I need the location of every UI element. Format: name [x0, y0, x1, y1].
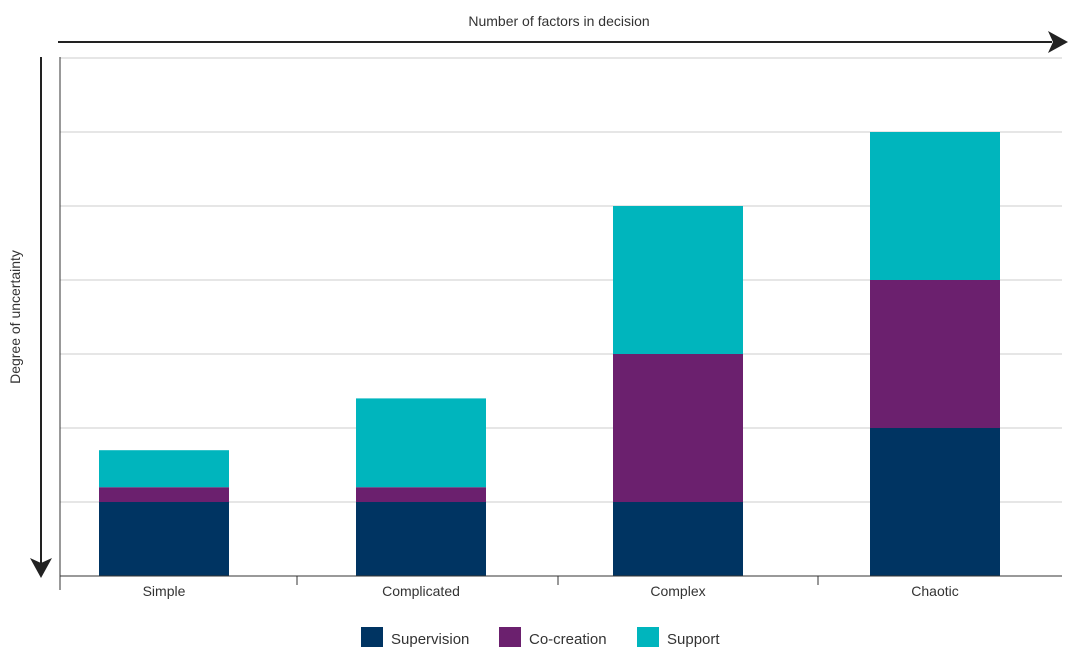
legend-swatch-co-creation	[499, 627, 521, 647]
x-tick-label-complex: Complex	[650, 583, 705, 599]
bar-segment-support-chaotic	[870, 132, 1000, 280]
x-ticks	[59, 576, 819, 590]
bar-segment-supervision-complex	[613, 502, 743, 576]
legend-label-co-creation: Co-creation	[529, 631, 607, 648]
x-axis-label: Number of factors in decision	[468, 13, 649, 29]
bar-segment-supervision-chaotic	[870, 428, 1000, 576]
axes	[30, 31, 1068, 578]
legend-swatch-supervision	[361, 627, 383, 647]
legend-swatch-support	[637, 627, 659, 647]
bar-segment-co-creation-simple	[99, 487, 229, 502]
legend-label-supervision: Supervision	[391, 631, 469, 648]
bar-segment-supervision-complicated	[356, 502, 486, 576]
bar-segment-support-simple	[99, 450, 229, 488]
x-tick-label-simple: Simple	[143, 583, 186, 599]
y-direction-arrow-icon	[30, 558, 52, 578]
bar-segment-co-creation-complex	[613, 354, 743, 502]
x-tick-labels: Simple Complicated Complex Chaotic	[143, 583, 959, 599]
legend: Supervision Co-creation Support	[361, 627, 720, 648]
bar-segment-support-complex	[613, 206, 743, 354]
x-direction-arrow-icon	[1048, 31, 1068, 53]
bar-segment-support-complicated	[356, 398, 486, 488]
y-axis-label: Degree of uncertainty	[7, 250, 23, 384]
bar-segment-co-creation-chaotic	[870, 280, 1000, 428]
gridlines	[60, 57, 1062, 503]
bar-segment-supervision-simple	[99, 502, 229, 576]
bars	[99, 132, 1000, 576]
x-tick-label-chaotic: Chaotic	[911, 583, 958, 599]
x-tick-label-complicated: Complicated	[382, 583, 460, 599]
legend-label-support: Support	[667, 631, 720, 648]
bar-segment-co-creation-complicated	[356, 487, 486, 502]
